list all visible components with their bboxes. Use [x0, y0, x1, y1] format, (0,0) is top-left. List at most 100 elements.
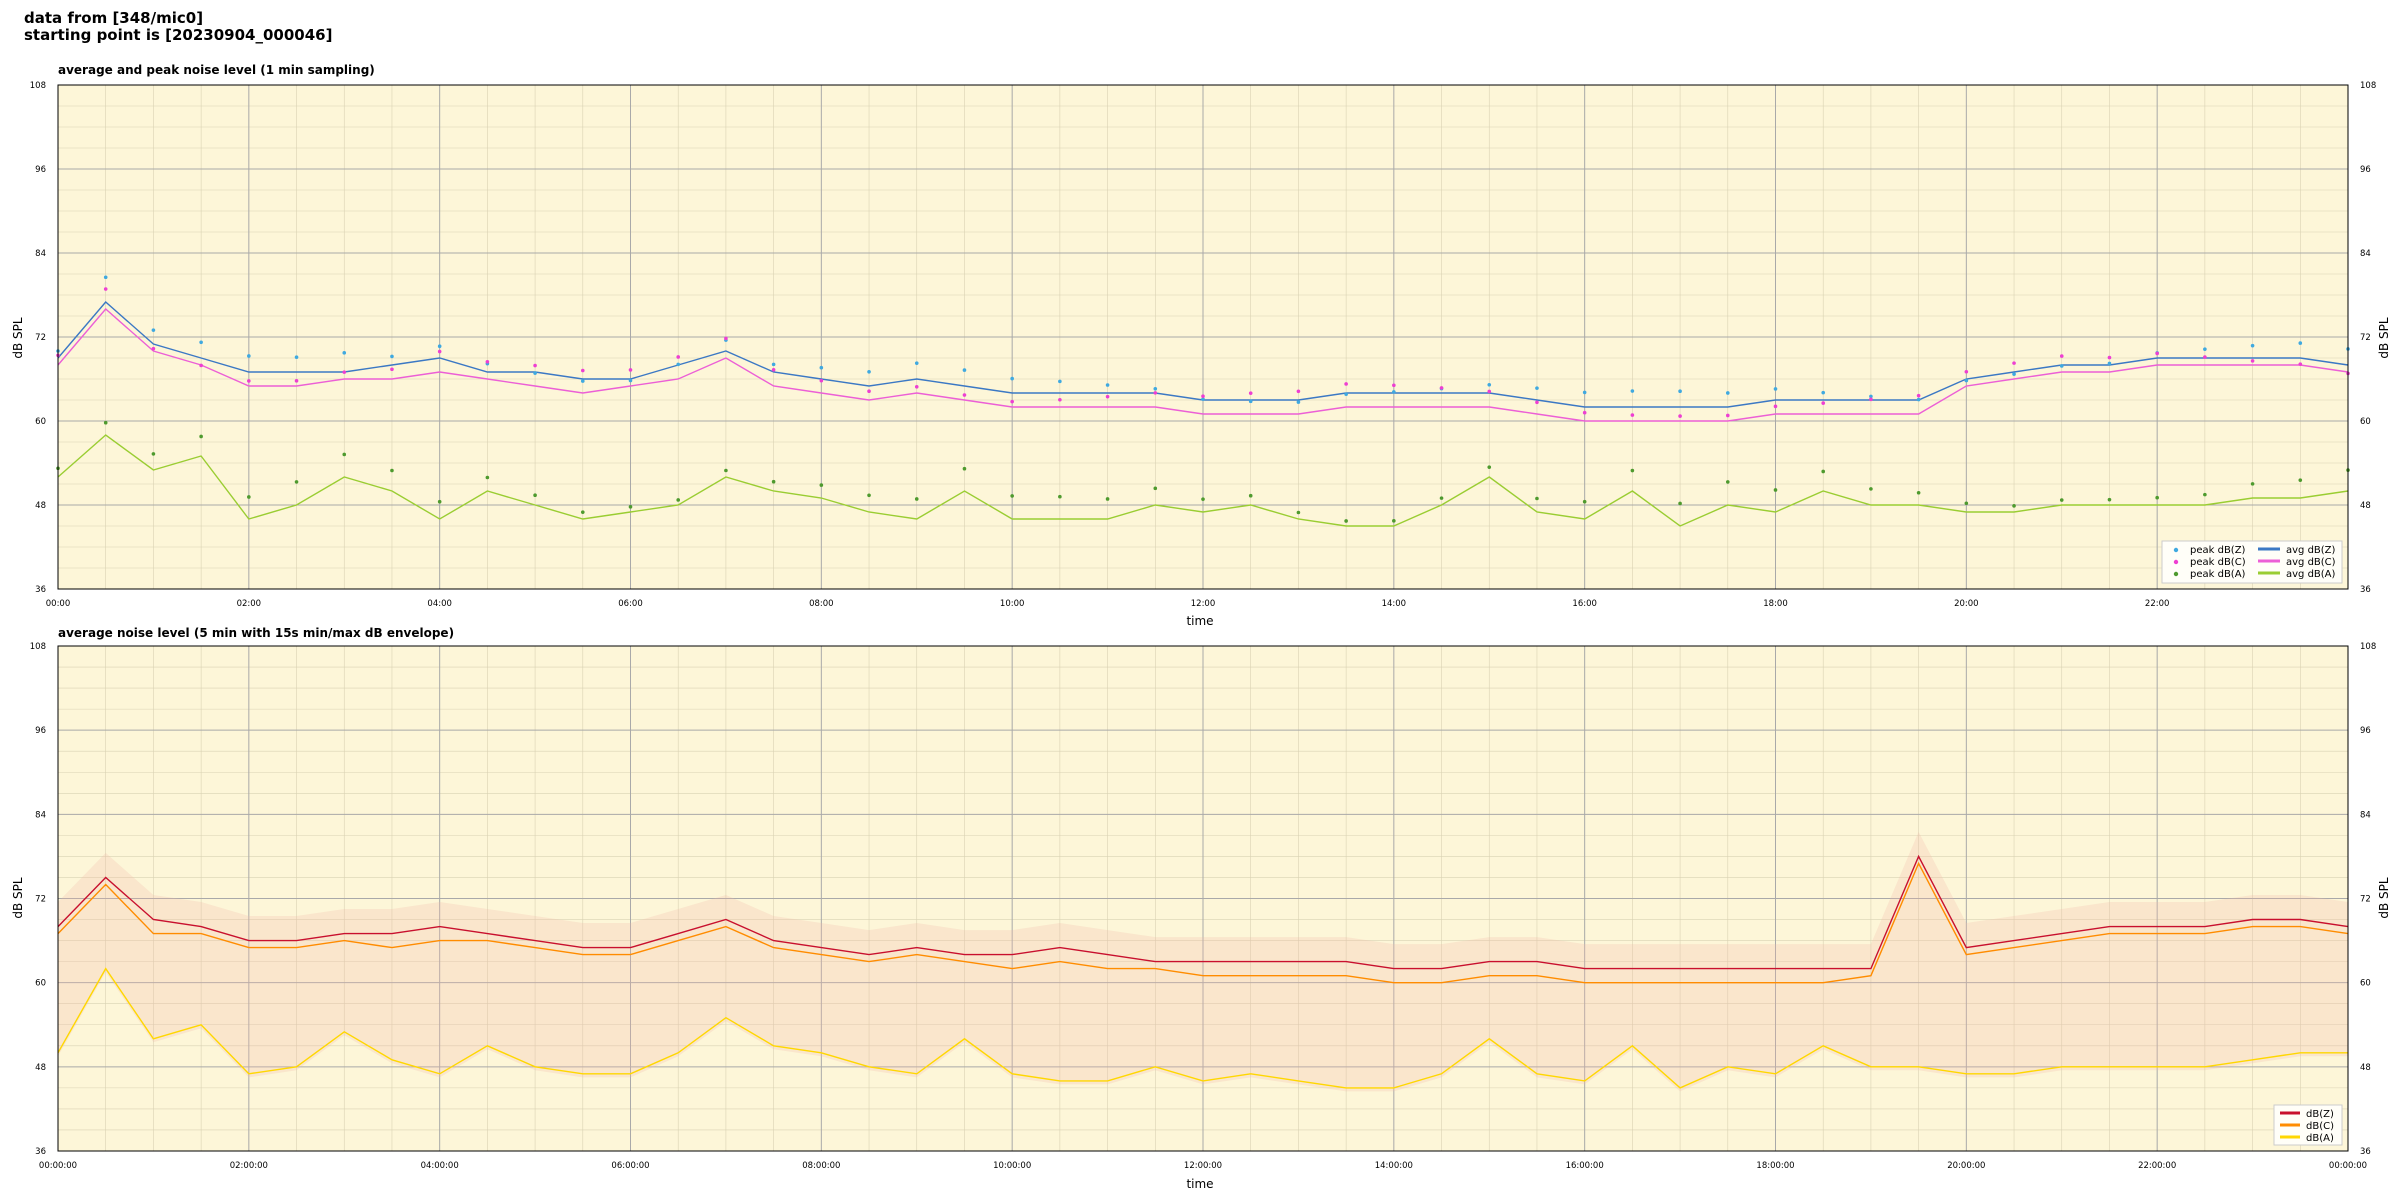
- data-point: [2250, 343, 2255, 348]
- data-point: [2107, 361, 2112, 366]
- legend-label: dB(Z): [2306, 1109, 2334, 1120]
- data-point: [914, 385, 919, 389]
- data-point: [1535, 400, 1539, 405]
- data-point: [1964, 378, 1969, 383]
- data-source-line: data from [348/mic0]: [24, 9, 204, 27]
- panel-average-envelope: average noise level (5 min with 15s min/…: [11, 626, 2391, 1191]
- panel1-frame: [57, 84, 2349, 590]
- data-point: [676, 355, 681, 359]
- data-point: [1248, 391, 1253, 395]
- data-point: [1821, 401, 1826, 405]
- data-point: [1201, 497, 1205, 501]
- data-point: [1964, 369, 1969, 374]
- data-point: [819, 483, 824, 487]
- data-point: [1725, 480, 1730, 484]
- data-point: [1582, 499, 1587, 504]
- data-point: [1058, 494, 1062, 499]
- data-point: [628, 368, 633, 372]
- data-point: [1010, 399, 1014, 404]
- data-point: [151, 346, 156, 351]
- data-point: [390, 354, 394, 359]
- data-point: [151, 452, 156, 456]
- data-point: [1010, 494, 1014, 498]
- data-point: [103, 287, 108, 291]
- data-point: [1392, 390, 1396, 394]
- data-point: [485, 475, 490, 480]
- data-point: [437, 344, 442, 349]
- data-point: [2298, 362, 2303, 366]
- data-point: [533, 363, 537, 368]
- starting-point-line: starting point is [20230904_000046]: [24, 26, 333, 44]
- xtick-label: 18:00:00: [1756, 1161, 1794, 1171]
- data-point: [1296, 400, 1301, 404]
- data-point: [199, 434, 203, 439]
- data-point: [1010, 376, 1014, 381]
- data-point: [294, 355, 299, 360]
- data-point: [2012, 372, 2016, 376]
- data-point: [103, 420, 108, 425]
- panel2-ylabel-left: dB SPL: [11, 877, 25, 919]
- xtick-label: 20:00:00: [1947, 1161, 1985, 1171]
- panel2-xlabel: time: [1186, 1177, 1213, 1191]
- data-point: [199, 363, 203, 368]
- data-point: [342, 351, 347, 355]
- data-point: [2107, 355, 2112, 360]
- legend-label: peak dB(Z): [2190, 545, 2246, 556]
- ytick-label-left: 60: [35, 417, 46, 427]
- data-point: [1916, 393, 1921, 398]
- data-point: [103, 275, 108, 280]
- page-header: data from [348/mic0] starting point is […: [24, 10, 332, 44]
- xtick-label: 12:00: [1191, 599, 1216, 609]
- data-point: [1153, 391, 1158, 395]
- data-point: [437, 349, 442, 354]
- data-point: [962, 393, 967, 397]
- data-point: [2155, 351, 2159, 356]
- ytick-label-right: 48: [2360, 1063, 2371, 1073]
- legend-label: avg dB(C): [2286, 557, 2336, 568]
- data-point: [819, 365, 824, 370]
- ytick-label-left: 36: [35, 585, 46, 595]
- data-point: [1678, 414, 1682, 418]
- ytick-label-left: 84: [35, 249, 46, 259]
- ytick-label-right: 84: [2360, 249, 2371, 259]
- data-point: [1869, 394, 1873, 399]
- panel1-legend: peak dB(Z) avg dB(Z) peak dB(C) avg dB(C) pe…: [2161, 540, 2343, 584]
- xtick-label: 00:00: [46, 599, 71, 609]
- panel2-ylabel-right: dB SPL: [2377, 877, 2391, 919]
- data-point: [1344, 382, 1348, 386]
- panel1-xlabel: time: [1186, 614, 1213, 628]
- data-point: [1869, 487, 1873, 491]
- data-point: [2203, 492, 2207, 497]
- panel2-legend: dB(Z)dB(C)dB(A): [2273, 1104, 2343, 1146]
- data-point: [1725, 391, 1730, 395]
- xtick-label: 12:00:00: [1184, 1161, 1222, 1171]
- data-point: [1344, 519, 1348, 523]
- data-point: [628, 378, 633, 383]
- data-point: [1678, 501, 1682, 506]
- data-point: [247, 354, 251, 358]
- data-point: [1296, 389, 1301, 394]
- legend-label: avg dB(A): [2286, 569, 2336, 580]
- ytick-label-left: 72: [35, 895, 46, 905]
- data-point: [2059, 364, 2064, 368]
- ytick-label-right: 60: [2360, 417, 2371, 427]
- data-point: [1582, 390, 1587, 395]
- ytick-label-right: 48: [2360, 501, 2371, 511]
- ytick-label-left: 84: [35, 810, 46, 820]
- data-point: [1487, 465, 1492, 469]
- series-line-dbc: [57, 861, 2349, 984]
- data-point: [819, 378, 824, 383]
- xtick-label: 22:00: [2145, 599, 2170, 609]
- data-point: [580, 379, 585, 383]
- data-point: [914, 361, 919, 365]
- data-point: [1964, 501, 1969, 506]
- ytick-label-right: 60: [2360, 979, 2371, 989]
- xtick-label: 20:00: [1954, 599, 1979, 609]
- ytick-label-right: 72: [2360, 333, 2371, 343]
- legend-label: avg dB(Z): [2286, 545, 2336, 556]
- panel1-ylabel-right: dB SPL: [2377, 317, 2391, 359]
- ytick-label-left: 48: [35, 501, 46, 511]
- panel1-ylabel-left: dB SPL: [11, 317, 25, 359]
- ytick-label-right: 72: [2360, 895, 2371, 905]
- xtick-label: 02:00: [237, 599, 262, 609]
